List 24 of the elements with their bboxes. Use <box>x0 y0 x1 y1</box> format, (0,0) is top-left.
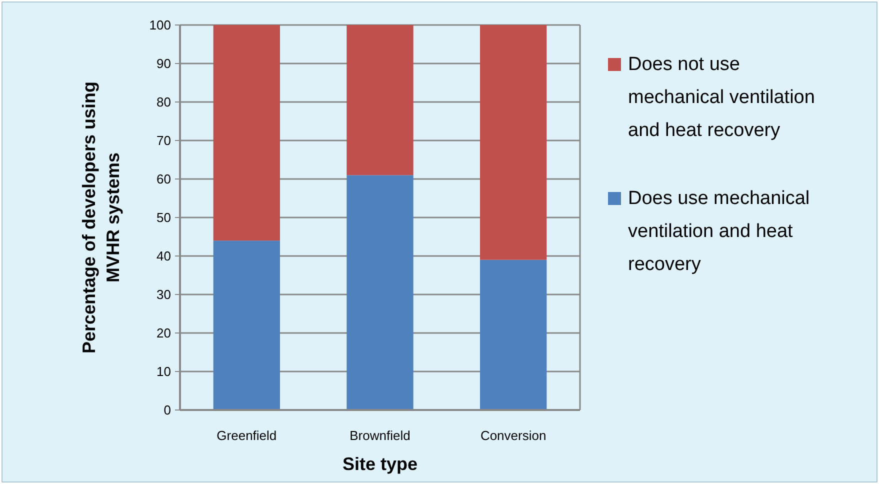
y-tick-label: 10 <box>156 364 171 380</box>
y-tick-label: 30 <box>156 287 171 302</box>
y-tick-label: 60 <box>156 172 171 187</box>
x-axis-title: Site type <box>342 454 418 474</box>
bar <box>346 25 414 176</box>
y-tick-label: 70 <box>156 133 171 148</box>
legend-label: Does use mechanical ventilation and heat recovery <box>628 188 810 275</box>
y-tick-label: 0 <box>164 402 171 418</box>
y-tick-label: 90 <box>156 56 171 72</box>
bar <box>480 25 547 260</box>
y-tick-label: 50 <box>156 210 171 226</box>
y-tick-label: 40 <box>156 248 171 264</box>
bar <box>346 175 414 410</box>
x-tick-label: Brownfield <box>350 428 410 443</box>
legend-label: Does not use mechanical ventilation and heat recovery <box>628 54 815 141</box>
y-tick-label: 100 <box>149 18 171 33</box>
bar <box>213 240 280 410</box>
y-axis-title: Percentage of developers using MVHR systems <box>79 81 123 354</box>
x-tick-label: Conversion <box>480 428 546 443</box>
y-tick-label: 80 <box>156 94 171 110</box>
bar <box>480 260 547 410</box>
x-tick-label: Greenfield <box>216 428 277 443</box>
y-tick-label: 20 <box>156 326 171 341</box>
bar <box>213 25 280 241</box>
